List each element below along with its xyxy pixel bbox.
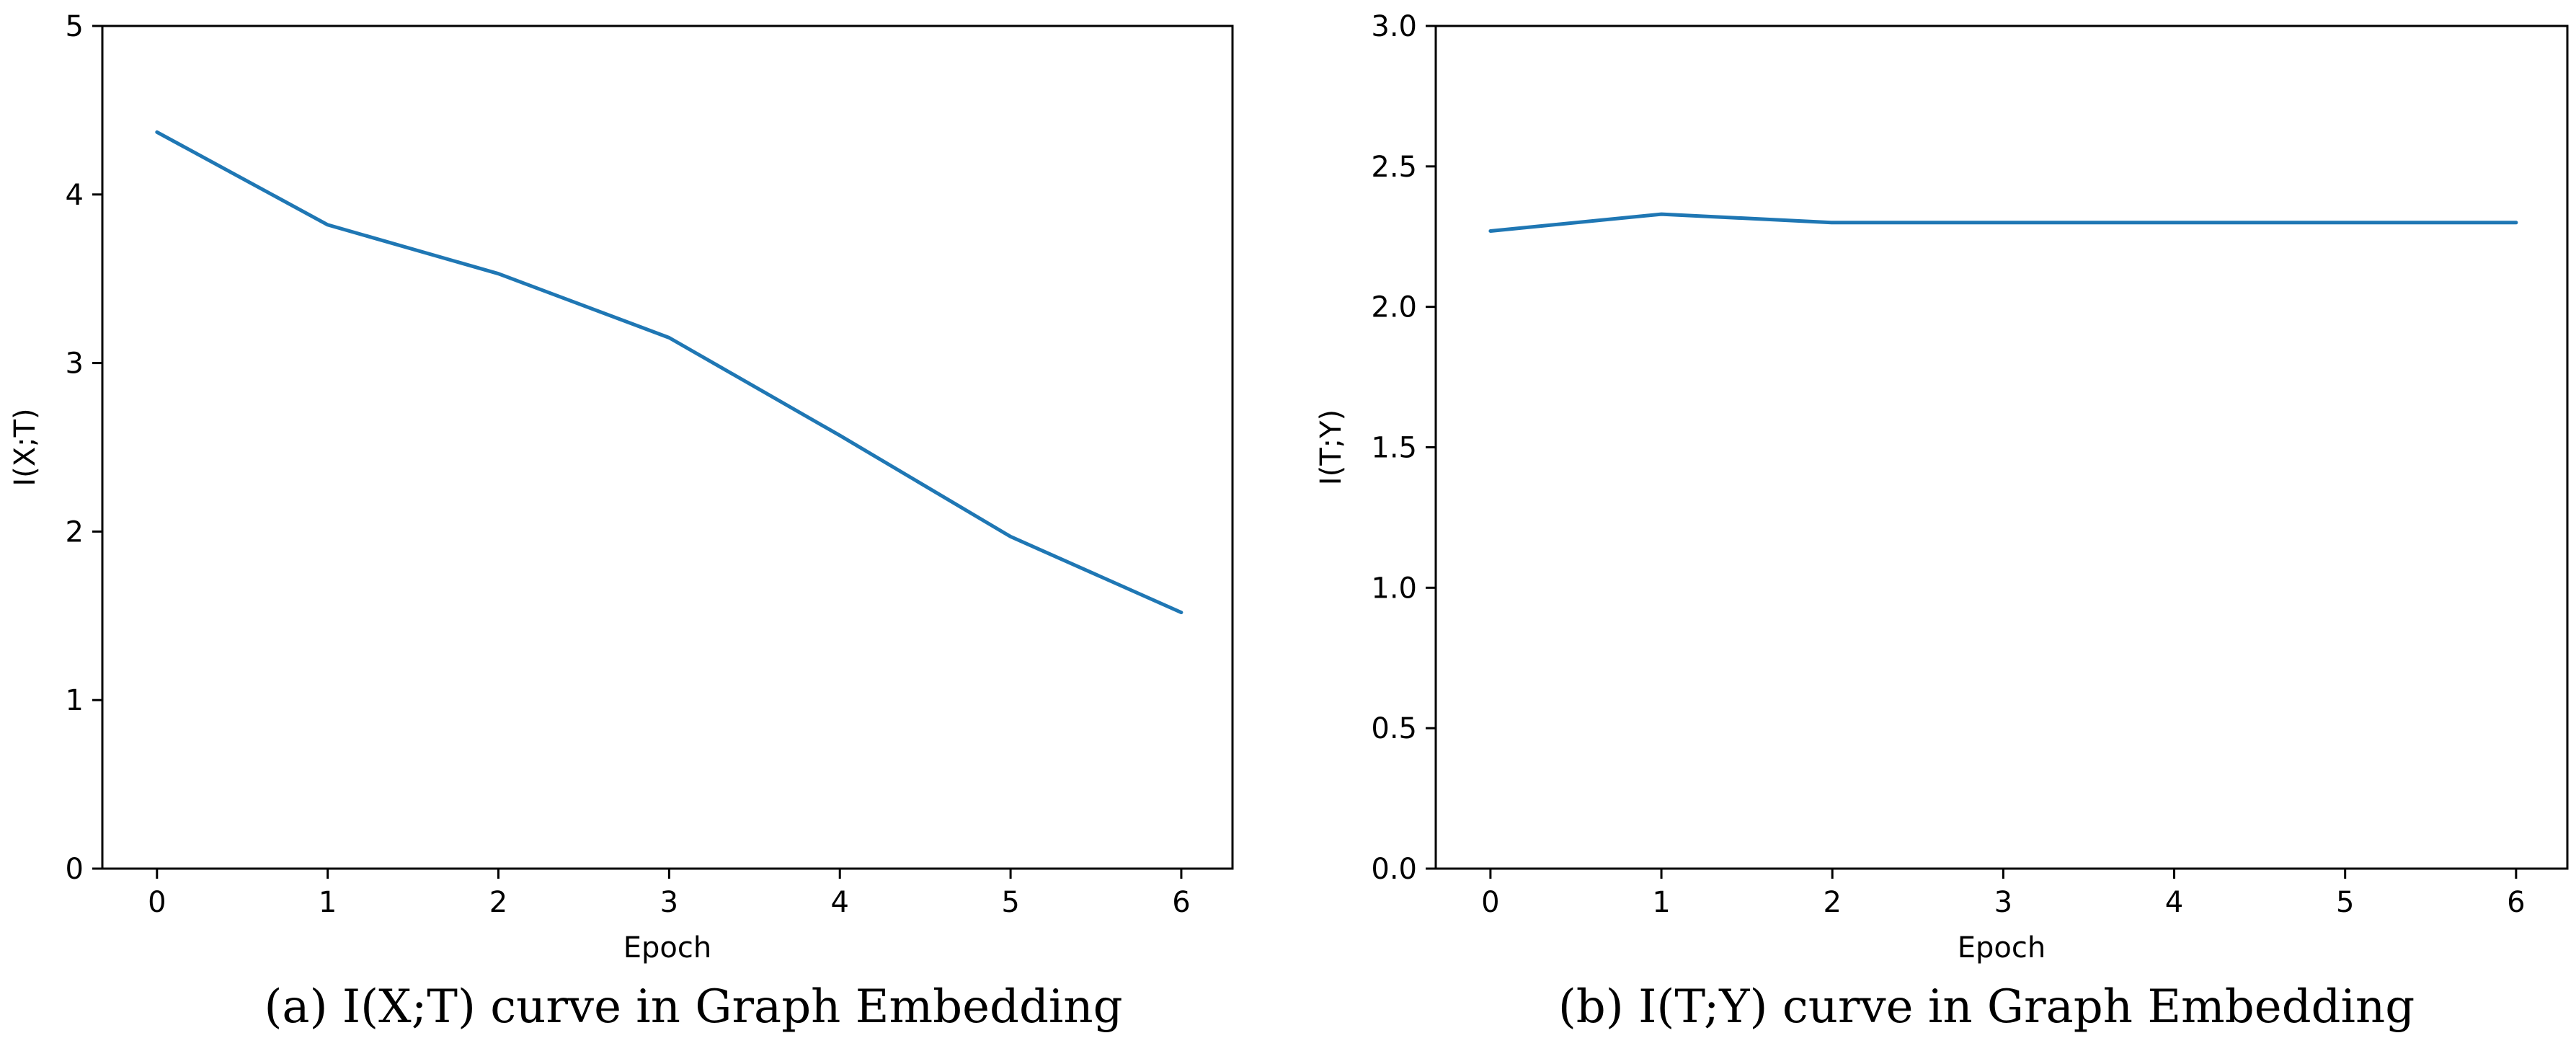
figure-caption: (b) I(T;Y) curve in Graph Embedding	[1558, 980, 2415, 1034]
y-tick-label: 2.0	[1371, 291, 1417, 324]
y-tick-label: 2	[66, 515, 84, 549]
figure-caption: (a) I(X;T) curve in Graph Embedding	[264, 980, 1122, 1034]
x-tick-label: 4	[831, 886, 849, 919]
x-tick-label: 6	[2507, 886, 2525, 919]
x-tick-label: 4	[2165, 886, 2183, 919]
y-tick-label: 3.0	[1371, 10, 1417, 43]
x-axis-label: Epoch	[623, 931, 711, 964]
series-line-0	[155, 130, 1183, 615]
plot-frame	[101, 25, 1234, 870]
x-tick-label: 2	[1823, 886, 1841, 919]
x-axis-label: Epoch	[1958, 931, 2046, 964]
x-tick-label: 0	[1481, 886, 1499, 919]
y-tick-label: 5	[66, 10, 84, 43]
x-tick-label: 5	[1001, 886, 1019, 919]
y-tick-label: 1.0	[1371, 572, 1417, 605]
y-tick-label: 4	[66, 179, 84, 212]
y-tick-label: 2.5	[1371, 151, 1417, 184]
x-tick-label: 5	[2336, 886, 2354, 919]
y-axis-label: I(T;Y)	[1315, 409, 1348, 485]
y-tick-label: 1.5	[1371, 432, 1417, 465]
x-tick-label: 0	[148, 886, 166, 919]
x-tick-label: 3	[660, 886, 678, 919]
panel-a: 0 1 2 3 4 5 6 0 1 2 3 4 5 Epoch I(X;T) (a) I(X;T) curve…	[9, 10, 1234, 1034]
series-line-0	[1488, 212, 2518, 233]
y-axis-label: I(X;T)	[9, 408, 42, 486]
x-tick-label: 1	[1652, 886, 1670, 919]
x-tick-label: 6	[1172, 886, 1190, 919]
panel-b: 0 1 2 3 4 5 6 0.0 0.5 1.0 1.5 2.0 2.5 3.0 Epoch I(T;Y) (…	[1315, 10, 2569, 1034]
y-tick-label: 3	[66, 347, 84, 381]
y-tick-label: 0.0	[1371, 853, 1417, 886]
y-tick-label: 0	[66, 853, 84, 886]
plot-frame	[1434, 25, 2569, 870]
y-tick-label: 1	[66, 684, 84, 717]
x-tick-label: 3	[1994, 886, 2012, 919]
y-tick-label: 0.5	[1371, 712, 1417, 745]
x-tick-label: 2	[489, 886, 507, 919]
x-tick-label: 1	[319, 886, 337, 919]
